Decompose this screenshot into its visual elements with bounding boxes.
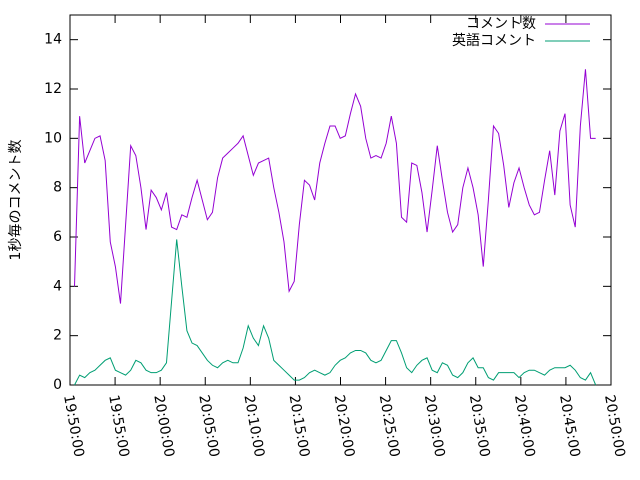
legend-label: コメント数 <box>466 16 536 32</box>
x-tick-label: 20:25:00 <box>376 394 403 459</box>
y-tick-label: 8 <box>53 180 62 196</box>
x-tick-label: 20:35:00 <box>466 394 493 459</box>
x-tick-label: 20:00:00 <box>150 394 177 459</box>
x-tick-label: 20:20:00 <box>331 394 358 459</box>
y-tick-label: 10 <box>44 130 62 146</box>
y-tick-label: 12 <box>44 81 62 97</box>
y-axis-label: 1秒毎のコメント数 <box>8 140 24 261</box>
x-tick-label: 20:45:00 <box>556 394 583 459</box>
x-tick-label: 19:55:00 <box>105 394 132 459</box>
x-tick-label: 20:05:00 <box>195 394 222 459</box>
y-tick-label: 0 <box>53 377 62 393</box>
y-tick-label: 4 <box>53 278 62 294</box>
plot-frame <box>69 14 612 386</box>
x-tick-label: 19:50:00 <box>60 394 87 459</box>
x-tick-label: 20:10:00 <box>240 394 267 459</box>
x-tick-label: 20:50:00 <box>601 394 628 459</box>
y-tick-label: 2 <box>53 328 62 344</box>
x-tick-label: 20:15:00 <box>286 394 313 459</box>
series-line <box>74 239 597 386</box>
series-line <box>74 69 596 304</box>
y-tick-label: 14 <box>44 32 62 48</box>
y-tick-label: 6 <box>53 229 62 245</box>
legend-label: 英語コメント <box>452 32 536 49</box>
x-tick-label: 20:30:00 <box>421 394 448 459</box>
x-tick-label: 20:40:00 <box>511 394 538 459</box>
